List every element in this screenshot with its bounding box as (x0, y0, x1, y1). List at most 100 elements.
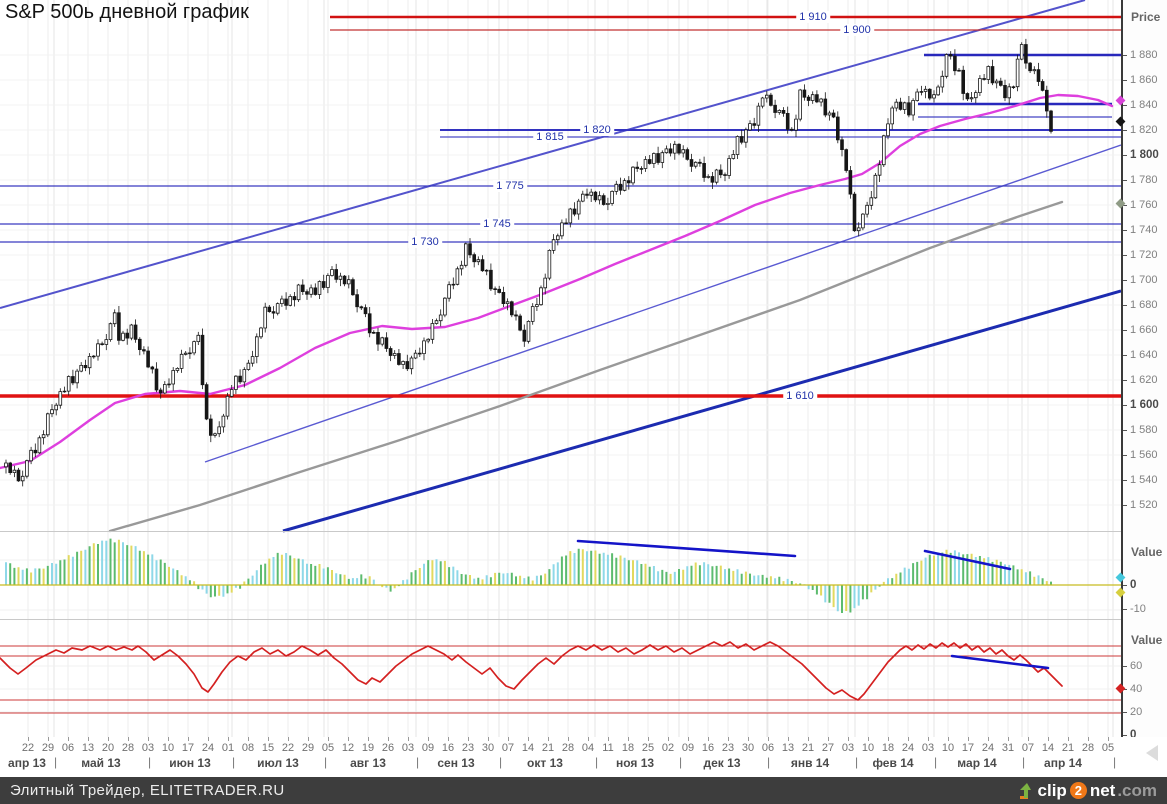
axis-tick-mark (1123, 155, 1127, 156)
time-tick-mark (928, 737, 929, 741)
price-axis-header: Price (1131, 10, 1161, 24)
time-tick-mark (1048, 737, 1049, 741)
axis-tick-label: 1 800 (1130, 149, 1159, 161)
time-tick-mark (488, 737, 489, 741)
week-label: 14 (521, 742, 535, 754)
axis-tick-mark (1123, 735, 1127, 736)
week-label: 03 (401, 742, 415, 754)
month-label: сен 13 (437, 756, 475, 770)
panel-separator (0, 531, 1167, 532)
week-label: 16 (701, 742, 715, 754)
time-tick-mark (528, 737, 529, 741)
axis-tick-mark (1123, 505, 1127, 506)
time-tick-mark (508, 737, 509, 741)
time-tick-mark (748, 737, 749, 741)
chart-canvas[interactable] (0, 0, 1121, 737)
week-label: 12 (341, 742, 355, 754)
week-label: 21 (541, 742, 555, 754)
month-separator: | (595, 755, 599, 769)
week-label: 05 (1101, 742, 1115, 754)
clip2net-arrow-icon (1019, 782, 1031, 799)
logo-net: net (1089, 780, 1116, 800)
axis-tick-mark (1123, 455, 1127, 456)
week-label: 08 (241, 742, 255, 754)
time-tick-mark (848, 737, 849, 741)
axis-tick-mark (1123, 180, 1127, 181)
week-label: 03 (921, 742, 935, 754)
week-label: 16 (441, 742, 455, 754)
time-tick-mark (968, 737, 969, 741)
time-tick-mark (108, 737, 109, 741)
time-tick-mark (988, 737, 989, 741)
week-label: 30 (481, 742, 495, 754)
axis-tick-label: 1 660 (1130, 324, 1158, 336)
time-tick-mark (808, 737, 809, 741)
ma-fast-line (0, 93, 1114, 470)
week-label: 06 (61, 742, 75, 754)
week-label: 17 (181, 742, 195, 754)
axis-tick-label: 40 (1130, 683, 1143, 695)
axis-tick-mark (1123, 280, 1127, 281)
week-label: 14 (1041, 742, 1055, 754)
axis-tick-label: 1 520 (1130, 499, 1158, 511)
time-tick-mark (368, 737, 369, 741)
time-tick-mark (728, 737, 729, 741)
month-label: июл 13 (257, 756, 299, 770)
time-tick-mark (348, 737, 349, 741)
week-label: 28 (561, 742, 575, 754)
macd-bars (17, 539, 1048, 611)
time-tick-mark (308, 737, 309, 741)
week-label: 29 (301, 742, 315, 754)
macd-trendline (923, 549, 1012, 571)
time-tick-mark (468, 737, 469, 741)
axis-tick-mark (1123, 480, 1127, 481)
axis-tick-label: 1 620 (1130, 374, 1158, 386)
time-axis: 22 29 06 13 20 28 03 10 17 24 01 08 15 22 29 05 12 19 26 03… (0, 737, 1167, 777)
axis-tick-mark (1123, 55, 1127, 56)
time-tick-mark (708, 737, 709, 741)
week-label: 17 (961, 742, 975, 754)
time-tick-mark (28, 737, 29, 741)
axis-tick-label: 1 600 (1130, 399, 1159, 411)
month-label: май 13 (81, 756, 121, 770)
month-label: янв 14 (790, 756, 830, 770)
axis-tick-mark (1123, 255, 1127, 256)
time-tick-mark (408, 737, 409, 741)
watermark-arrow-icon (1146, 745, 1158, 761)
time-tick-mark (868, 737, 869, 741)
axis-tick-label: 1 640 (1130, 349, 1158, 361)
time-tick-mark (148, 737, 149, 741)
month-separator: | (324, 755, 328, 769)
plot-area[interactable]: 1 910 1 900 1 820 1 815 1 775 1 745 1 730 1 610 (0, 0, 1121, 737)
week-label: 23 (461, 742, 475, 754)
time-tick-mark (168, 737, 169, 741)
week-label: 06 (761, 742, 775, 754)
month-separator: | (148, 755, 152, 769)
month-separator: | (416, 755, 420, 769)
time-tick-mark (688, 737, 689, 741)
time-tick-mark (608, 737, 609, 741)
week-label: 10 (161, 742, 175, 754)
week-label: 13 (81, 742, 95, 754)
time-tick-mark (548, 737, 549, 741)
price-trendline (282, 289, 1121, 533)
week-label: 18 (881, 742, 895, 754)
axis-tick-mark (1123, 330, 1127, 331)
time-tick-mark (68, 737, 69, 741)
time-tick-mark (188, 737, 189, 741)
axis-tick-mark (1123, 380, 1127, 381)
axis-tick-mark (1123, 585, 1127, 586)
month-label: ноя 13 (615, 756, 655, 770)
axis-tick-mark (1123, 355, 1127, 356)
month-label: окт 13 (527, 756, 563, 770)
time-tick-mark (588, 737, 589, 741)
week-label: 29 (41, 742, 55, 754)
clip2net-logo[interactable]: clip 2 net .com (1016, 781, 1157, 801)
axis-tick-label: 1 720 (1130, 249, 1158, 261)
month-separator: | (54, 755, 58, 769)
month-label: фев 14 (872, 756, 914, 770)
week-label: 21 (1061, 742, 1075, 754)
week-label: 07 (1021, 742, 1035, 754)
axis-tick-label: 1 680 (1130, 299, 1158, 311)
value-axis: Price Value Value 1 880 1 860 1 840 1 820 1 … (1121, 0, 1167, 741)
